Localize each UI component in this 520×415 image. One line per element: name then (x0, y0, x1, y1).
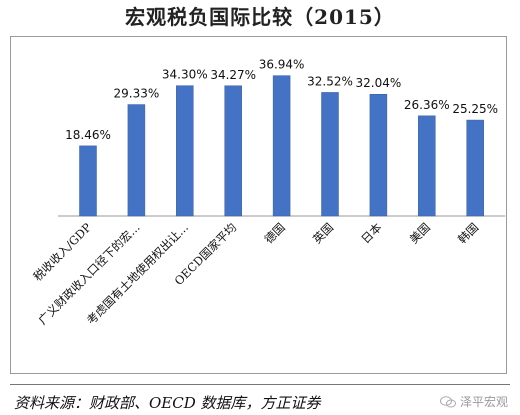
bar-7 (418, 115, 436, 217)
bar-chart: 18.46%税收收入/GDP29.33%广义财政收入口径下的宏...34.30%… (30, 58, 506, 327)
data-label-5: 32.52% (307, 74, 353, 88)
bar-0 (79, 145, 97, 217)
watermark: 泽平宏观 (440, 392, 508, 412)
data-label-7: 26.36% (404, 98, 450, 112)
bar-2 (176, 85, 194, 217)
bar-5 (321, 92, 339, 217)
watermark-text: 泽平宏观 (460, 395, 509, 409)
bar-1 (127, 104, 146, 217)
bar-4 (272, 75, 291, 217)
source-note: 资料来源：财政部、OECD 数据库，方正证券 (14, 394, 321, 412)
data-label-8: 25.25% (452, 102, 498, 116)
chart-title: 宏观税负国际比较（2015） (125, 5, 395, 29)
footer-divider (10, 384, 510, 385)
data-label-1: 29.33% (114, 87, 160, 101)
data-label-6: 32.04% (356, 76, 402, 90)
chart-panel: 18.46% 税收收入/GDP 29.33% 广义财政收入口径下的宏... 34.30%… (10, 36, 507, 374)
category-label-5: 英国 (310, 220, 336, 246)
bar-8 (466, 119, 484, 217)
data-label-2: 34.30% (162, 68, 208, 82)
category-label-6: 日本 (358, 220, 385, 247)
data-label-3: 34.27% (210, 68, 256, 82)
category-label-7: 美国 (407, 220, 433, 246)
data-label-0: 18.46% (65, 128, 111, 142)
bar-6 (369, 93, 388, 217)
category-label-8: 韩国 (455, 220, 481, 246)
data-label-4: 36.94% (259, 58, 305, 72)
category-label-4: 德国 (262, 220, 288, 246)
wechat-icon (440, 396, 456, 408)
bar-3 (224, 85, 242, 217)
